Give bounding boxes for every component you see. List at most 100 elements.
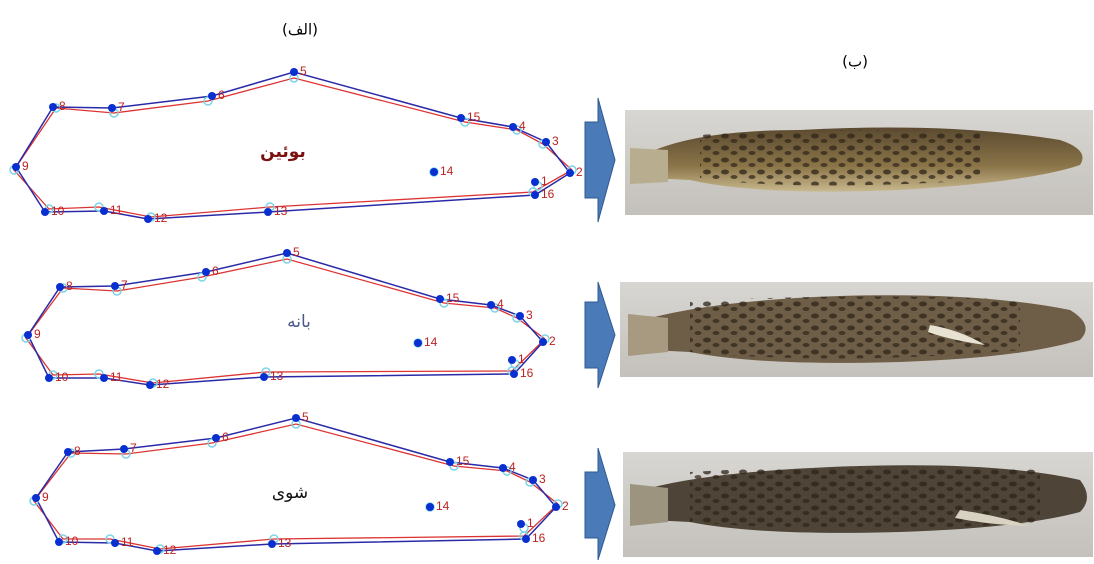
outline-blue <box>28 253 543 385</box>
landmark-dot <box>12 163 20 171</box>
landmark-label: 7 <box>130 441 137 455</box>
landmark-label: 1 <box>518 352 525 366</box>
landmark-label: 12 <box>154 211 168 225</box>
landmark-label: 1 <box>527 516 534 530</box>
landmark-label: 8 <box>59 99 66 113</box>
landmark-dot <box>529 476 537 484</box>
landmark-label: 14 <box>424 335 438 349</box>
landmark-dot <box>212 434 220 442</box>
landmark-label: 4 <box>509 460 516 474</box>
landmark-label: 14 <box>436 499 450 513</box>
landmark-dot <box>32 494 40 502</box>
landmark-dot <box>292 414 300 422</box>
landmark-label: 13 <box>278 536 292 550</box>
landmark-dot <box>264 208 272 216</box>
landmark-label: 9 <box>34 327 41 341</box>
landmark-dot <box>436 295 444 303</box>
landmark-dot <box>566 169 574 177</box>
landmark-label: 5 <box>293 245 300 259</box>
landmark-dot <box>457 114 465 122</box>
fish-photo <box>625 110 1093 215</box>
landmark-dot <box>516 312 524 320</box>
landmark-dot <box>426 503 434 511</box>
landmark-label: 12 <box>163 543 177 557</box>
landmark-label: 2 <box>562 499 569 513</box>
landmark-dot <box>100 207 108 215</box>
landmark-dot <box>56 283 64 291</box>
landmark-dot <box>531 191 539 199</box>
fish-photo <box>620 282 1093 377</box>
landmark-label: 3 <box>539 472 546 486</box>
landmark-dot <box>45 374 53 382</box>
landmark-label: 15 <box>456 454 470 468</box>
landmark-dot <box>64 448 72 456</box>
landmark-label: 6 <box>212 264 219 278</box>
landmark-dot <box>146 381 154 389</box>
landmark-label: 8 <box>74 444 81 458</box>
fish-photo <box>623 452 1093 557</box>
landmark-dot <box>260 373 268 381</box>
landmark-dot <box>41 208 49 216</box>
landmark-dot <box>24 331 32 339</box>
landmark-dot <box>208 92 216 100</box>
landmark-label: 16 <box>520 366 534 380</box>
shape-name: شوی <box>272 483 308 503</box>
figure: (الف) (ب) 12345678910111213141516بوئین12… <box>0 0 1094 560</box>
arrows <box>585 98 615 560</box>
landmark-dot <box>499 464 507 472</box>
landmark-label: 6 <box>218 88 225 102</box>
landmark-label: 4 <box>519 119 526 133</box>
landmark-label: 10 <box>51 204 65 218</box>
landmark-dot <box>508 356 516 364</box>
photos <box>620 110 1093 557</box>
landmark-dot <box>100 374 108 382</box>
outline-red <box>26 259 545 383</box>
landmark-label: 9 <box>42 490 49 504</box>
landmark-label: 3 <box>552 134 559 148</box>
landmark-dot <box>108 104 116 112</box>
landmark-label: 2 <box>576 165 583 179</box>
landmark-label: 6 <box>222 430 229 444</box>
landmark-label: 14 <box>440 164 454 178</box>
landmark-label: 8 <box>66 279 73 293</box>
landmark-dot <box>542 138 550 146</box>
panel-label: (ب) <box>842 53 868 71</box>
panel-label: (الف) <box>282 21 318 39</box>
landmark-label: 13 <box>274 204 288 218</box>
landmark-dot <box>522 535 530 543</box>
landmark-dot <box>517 520 525 528</box>
landmark-label: 5 <box>302 410 309 424</box>
landmark-dot <box>531 178 539 186</box>
landmark-dot <box>430 168 438 176</box>
landmark-dot <box>487 301 495 309</box>
landmark-dot <box>509 123 517 131</box>
landmark-label: 7 <box>118 100 125 114</box>
landmark-dot <box>202 268 210 276</box>
landmark-dot <box>153 547 161 555</box>
shape-name: بانه <box>287 312 311 332</box>
landmark-label: 11 <box>121 535 134 549</box>
landmark-dot <box>290 68 298 76</box>
landmark-label: 10 <box>65 534 79 548</box>
landmark-label: 3 <box>526 308 533 322</box>
landmark-dot <box>55 538 63 546</box>
landmark-label: 2 <box>549 334 556 348</box>
shape-name: بوئین <box>260 142 306 162</box>
landmark-dot <box>268 540 276 548</box>
landmark-dot <box>144 215 152 223</box>
landmark-label: 13 <box>270 369 284 383</box>
landmark-label: 9 <box>22 159 29 173</box>
landmark-label: 7 <box>121 278 128 292</box>
landmark-dot <box>539 338 547 346</box>
landmark-label: 12 <box>156 377 170 391</box>
landmark-label: 10 <box>55 370 69 384</box>
landmark-label: 11 <box>110 203 123 217</box>
landmark-label: 16 <box>532 531 546 545</box>
landmark-dot <box>283 249 291 257</box>
landmark-label: 15 <box>446 291 460 305</box>
landmark-label: 1 <box>541 174 548 188</box>
landmark-dot <box>414 339 422 347</box>
